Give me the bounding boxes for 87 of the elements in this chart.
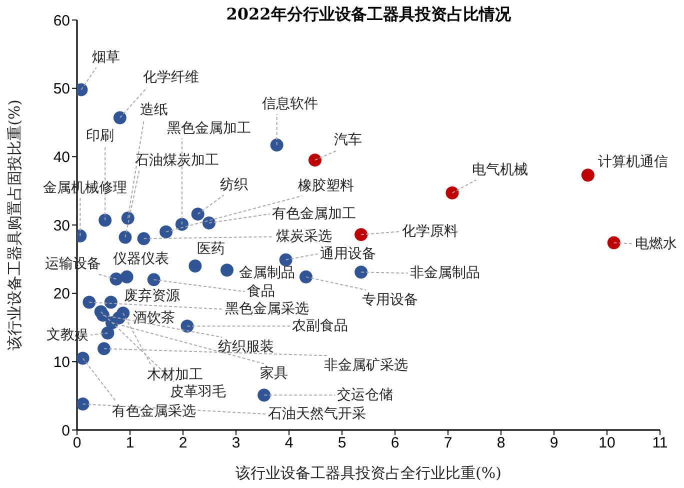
point	[113, 111, 126, 124]
y-axis-title: 该行业设备工器具购置占固投比重(%)	[5, 100, 24, 350]
point	[120, 270, 134, 284]
point	[96, 308, 110, 322]
data-label: 医药	[197, 241, 226, 257]
data-label: 食品	[246, 284, 275, 300]
point	[77, 352, 90, 365]
data-label: 橡胶塑料	[298, 178, 354, 194]
data-label: 石油煤炭加工	[135, 152, 220, 168]
y-tick-label: 20	[53, 286, 70, 303]
point	[77, 398, 90, 411]
point	[202, 216, 216, 230]
point	[354, 228, 368, 242]
point	[101, 326, 114, 340]
point	[137, 232, 150, 246]
x-tick-label: 0	[72, 434, 82, 452]
data-label: 黑色金属采选	[225, 301, 310, 318]
data-label: 非金属矿采选	[324, 358, 408, 374]
x-tick-label: 1	[126, 434, 134, 452]
point	[104, 296, 118, 309]
x-tick-label: 5	[338, 434, 346, 452]
point	[308, 154, 322, 167]
chart-title: 2022年分行业设备工器具投资占比情况	[226, 4, 512, 24]
x-tick-label: 10	[598, 434, 616, 452]
x-tick-label: 4	[284, 434, 294, 452]
point	[299, 270, 312, 284]
x-tick-label: 3	[232, 434, 240, 452]
data-label: 有色金属加工	[272, 206, 356, 222]
data-label: 化学纤维	[142, 70, 199, 86]
point	[82, 296, 96, 309]
point	[118, 230, 132, 244]
data-label: 仪器仪表	[112, 250, 169, 267]
point	[220, 264, 234, 277]
data-label: 皮革羽毛	[170, 384, 226, 400]
data-label: 石油天然气开采	[268, 406, 366, 422]
data-label: 电气机械	[472, 162, 528, 178]
point	[581, 168, 594, 182]
x-tick-label: 11	[652, 434, 668, 452]
data-label: 通用设备	[320, 246, 376, 262]
point	[147, 273, 160, 286]
y-tick-label: 40	[53, 148, 70, 166]
data-label: 纺织服装	[218, 339, 274, 356]
y-tick-label: 60	[53, 12, 70, 30]
y-tick-label: 50	[53, 80, 70, 98]
point	[191, 208, 204, 221]
data-label: 家具	[260, 366, 288, 382]
data-label: 印刷	[86, 128, 114, 144]
x-axis-title: 该行业设备工器具投资占全行业比重(%)	[236, 464, 502, 482]
point	[160, 225, 173, 238]
data-label: 电燃水	[634, 236, 677, 252]
x-tick-label: 9	[550, 434, 558, 452]
data-label: 酒饮茶	[132, 310, 175, 326]
data-label: 交运仓储	[337, 387, 394, 404]
data-label: 金属制品	[238, 265, 295, 282]
data-label: 非金属制品	[410, 265, 480, 282]
data-label: 废弃资源	[124, 288, 180, 304]
data-label: 木材加工	[147, 367, 204, 384]
data-label: 汽车	[334, 132, 362, 148]
x-tick-label: 7	[444, 434, 452, 452]
data-label: 化学原料	[402, 224, 458, 240]
point	[354, 266, 368, 279]
data-label: 黑色金属加工	[166, 120, 251, 136]
data-label: 纺织	[220, 177, 248, 194]
data-label: 造纸	[140, 102, 168, 118]
data-label: 信息软件	[262, 96, 318, 112]
data-label: 专用设备	[362, 292, 418, 308]
x-tick-label: 2	[178, 434, 188, 452]
point	[446, 186, 459, 200]
point	[180, 320, 194, 333]
point	[121, 212, 134, 225]
data-label: 计算机通信	[598, 154, 668, 170]
point	[607, 236, 620, 250]
data-label: 农副食品	[292, 318, 348, 334]
point	[188, 260, 202, 272]
x-tick-label: 6	[390, 434, 400, 452]
point	[175, 218, 188, 231]
data-label: 烟草	[92, 50, 120, 66]
point	[270, 138, 284, 152]
y-tick-label: 0	[62, 422, 70, 440]
point	[98, 214, 112, 227]
point	[258, 388, 271, 402]
point	[279, 253, 292, 266]
point	[98, 342, 111, 356]
data-label: 煤炭采选	[276, 228, 332, 245]
x-tick-label: 8	[496, 434, 506, 452]
y-tick-label: 10	[53, 354, 70, 371]
y-tick-label: 30	[53, 217, 70, 234]
